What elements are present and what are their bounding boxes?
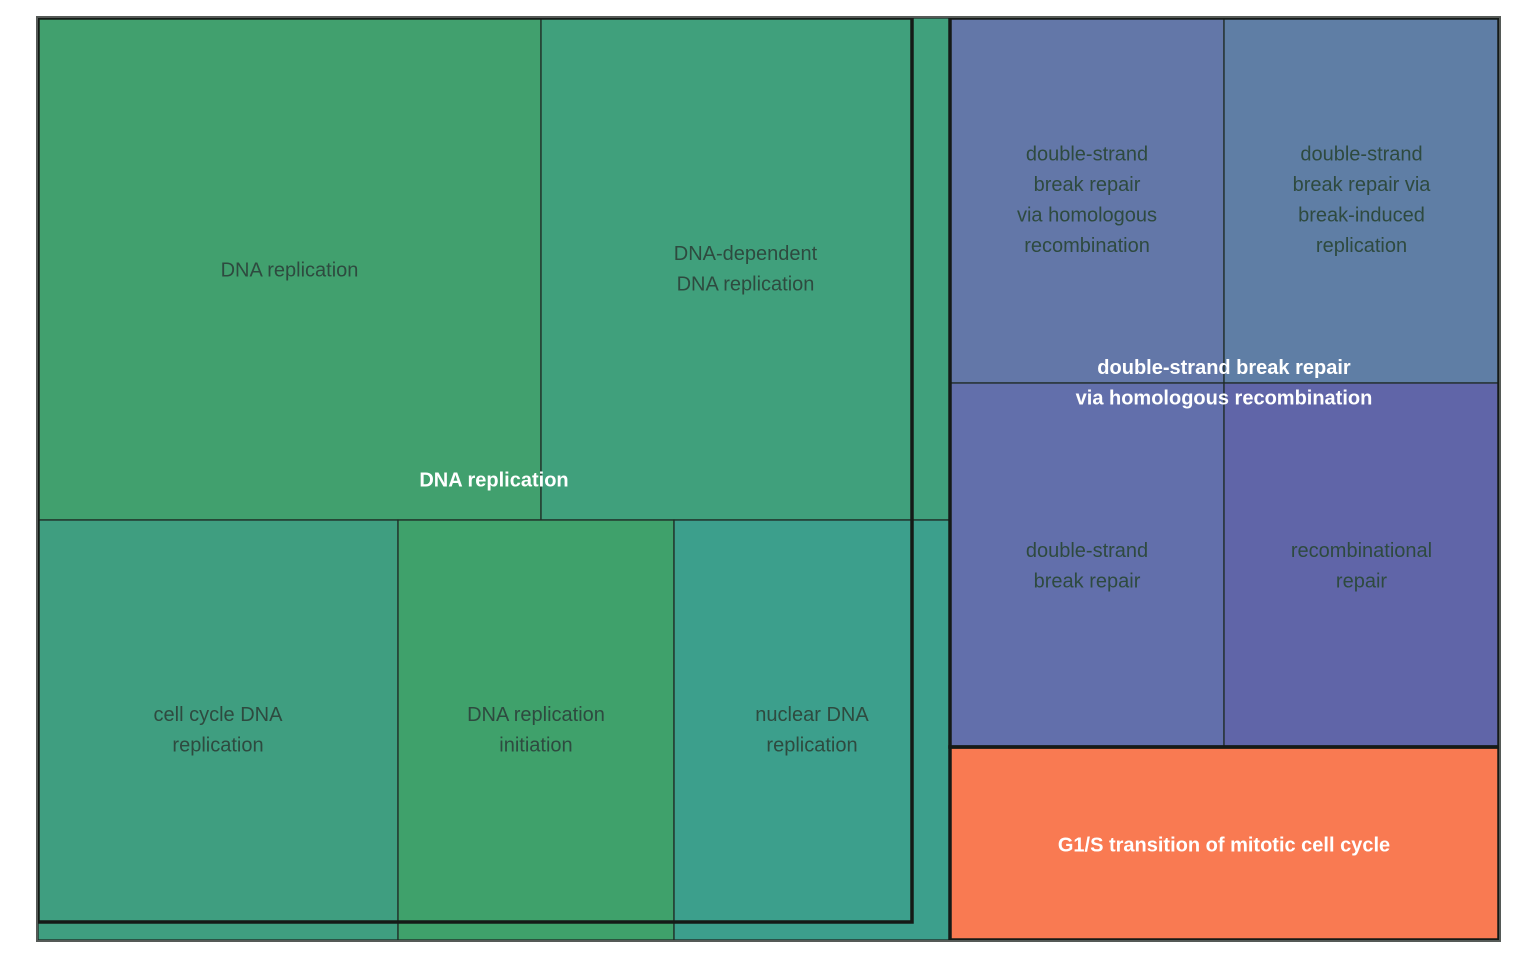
treemap-tile xyxy=(1223,17,1500,384)
tile-label: recombinational repair xyxy=(1291,540,1432,593)
treemap-frame xyxy=(36,16,1501,942)
tile-label: double-strand break repair via break-induc… xyxy=(1293,144,1432,258)
treemap-tile xyxy=(949,746,1500,941)
tile-label: DNA-dependent DNA replication xyxy=(674,243,818,296)
tile-label: DNA replication xyxy=(221,259,359,281)
tile-label: nuclear DNA replication xyxy=(755,704,869,757)
tile-label: double-strand break repair via homologous r… xyxy=(1017,144,1157,258)
group-label: double-strand break repair via homologous… xyxy=(1076,357,1373,410)
tile-label: DNA replication initiation xyxy=(467,704,605,757)
group-label: G1/S transition of mitotic cell cycle xyxy=(1058,834,1390,856)
treemap-tile xyxy=(37,17,542,521)
tile-label: cell cycle DNA replication xyxy=(154,704,284,757)
treemap-tile xyxy=(397,519,675,941)
treemap-tile xyxy=(673,519,951,941)
treemap-tile xyxy=(37,519,399,941)
treemap-tile xyxy=(1223,382,1500,748)
group-label: DNA replication xyxy=(419,469,568,491)
treemap-tile xyxy=(540,17,951,521)
treemap-tile xyxy=(949,17,1225,384)
treemap-tile xyxy=(949,382,1225,748)
leaves-layer xyxy=(37,17,1500,941)
group-borders-layer xyxy=(36,16,1501,942)
tile-label: double-strand break repair xyxy=(1026,540,1148,593)
labels-layer: DNA replication DNA-dependent DNA replicat… xyxy=(154,144,1433,857)
